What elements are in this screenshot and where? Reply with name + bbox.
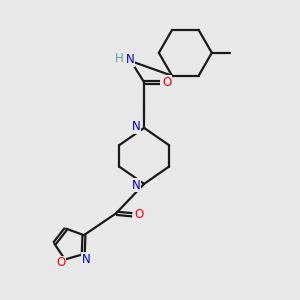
Text: O: O [134,208,143,221]
Text: O: O [56,256,65,269]
Text: N: N [131,178,140,191]
Text: N: N [126,53,135,66]
Text: N: N [131,120,140,133]
Text: N: N [82,253,91,266]
Text: O: O [162,76,171,89]
Text: H: H [115,52,124,64]
